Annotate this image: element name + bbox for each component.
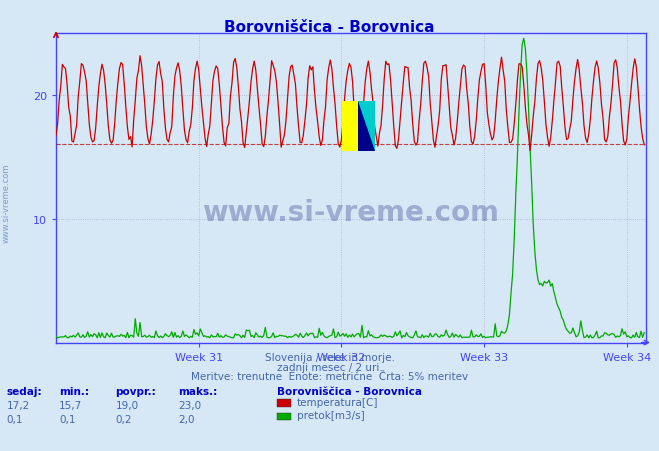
Text: 0,1: 0,1 bbox=[59, 414, 76, 423]
Text: 0,2: 0,2 bbox=[115, 414, 132, 423]
Text: sedaj:: sedaj: bbox=[7, 387, 42, 396]
Text: www.si-vreme.com: www.si-vreme.com bbox=[202, 199, 500, 227]
Polygon shape bbox=[358, 102, 374, 151]
Bar bbox=[358, 102, 374, 151]
Text: min.:: min.: bbox=[59, 387, 90, 396]
Text: 19,0: 19,0 bbox=[115, 400, 138, 410]
Text: 17,2: 17,2 bbox=[7, 400, 30, 410]
Text: temperatura[C]: temperatura[C] bbox=[297, 397, 378, 407]
Text: Borovniščica - Borovnica: Borovniščica - Borovnica bbox=[277, 387, 422, 396]
Text: 23,0: 23,0 bbox=[178, 400, 201, 410]
Text: Slovenija / reke in morje.: Slovenija / reke in morje. bbox=[264, 353, 395, 363]
Text: Meritve: trenutne  Enote: metrične  Črta: 5% meritev: Meritve: trenutne Enote: metrične Črta: … bbox=[191, 371, 468, 381]
Text: www.si-vreme.com: www.si-vreme.com bbox=[2, 163, 11, 243]
Bar bbox=[342, 102, 358, 151]
Text: Borovniščica - Borovnica: Borovniščica - Borovnica bbox=[224, 20, 435, 35]
Text: maks.:: maks.: bbox=[178, 387, 217, 396]
Text: 2,0: 2,0 bbox=[178, 414, 194, 423]
Text: 0,1: 0,1 bbox=[7, 414, 23, 423]
Text: zadnji mesec / 2 uri.: zadnji mesec / 2 uri. bbox=[277, 362, 382, 372]
Text: povpr.:: povpr.: bbox=[115, 387, 156, 396]
Text: pretok[m3/s]: pretok[m3/s] bbox=[297, 410, 364, 420]
Text: 15,7: 15,7 bbox=[59, 400, 82, 410]
